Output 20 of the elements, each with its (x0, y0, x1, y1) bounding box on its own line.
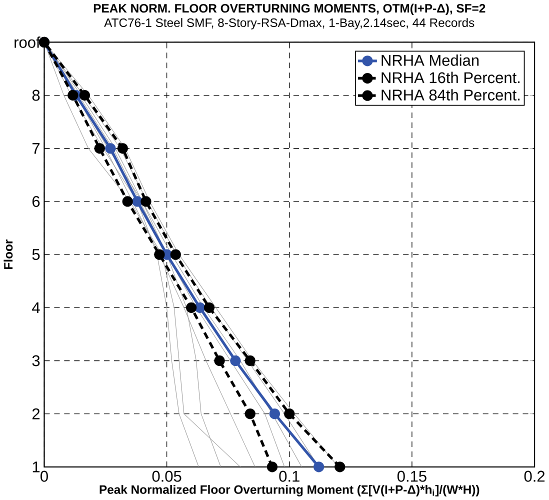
y-tick-label: 5 (32, 249, 40, 260)
x-tick-label: 0.2 (524, 470, 545, 482)
legend-label: NRHA 84th Percent. (382, 89, 520, 100)
x-axis-title: Peak Normalized Floor Overturning Moment (Σ[V(I+P-Δ)*h$_{i}$]/(W*H)) (100, 484, 480, 496)
y-axis-title: Floor (4, 239, 13, 269)
legend-label: NRHA 16th Percent. (382, 72, 520, 84)
y-tick-label: 6 (32, 196, 40, 207)
chart-subtitle: ATC76-1 Steel SMF, 8-Story-RSA-Dmax, 1-Bay,2.14sec, 44 Records (104, 18, 474, 30)
y-tick-label: 8 (32, 90, 40, 101)
y-tick-label: 3 (32, 355, 40, 366)
x-tick-label: 0.1 (279, 470, 300, 482)
x-tick-label: 0.05 (152, 470, 182, 482)
x-tick-label: 0 (40, 470, 48, 482)
x-tick-label: 0.15 (397, 470, 426, 482)
legend-label: NRHA Median (382, 54, 479, 66)
y-tick-label: 4 (32, 302, 40, 313)
y-tick-label: 2 (32, 408, 40, 420)
y-tick-label: 1 (32, 462, 40, 472)
chart-title: PEAK NORM. FLOOR OVERTURNING MOMENTS, OTM(I+P-Δ), SF=2 (94, 4, 486, 15)
y-tick-label: 7 (32, 143, 40, 154)
